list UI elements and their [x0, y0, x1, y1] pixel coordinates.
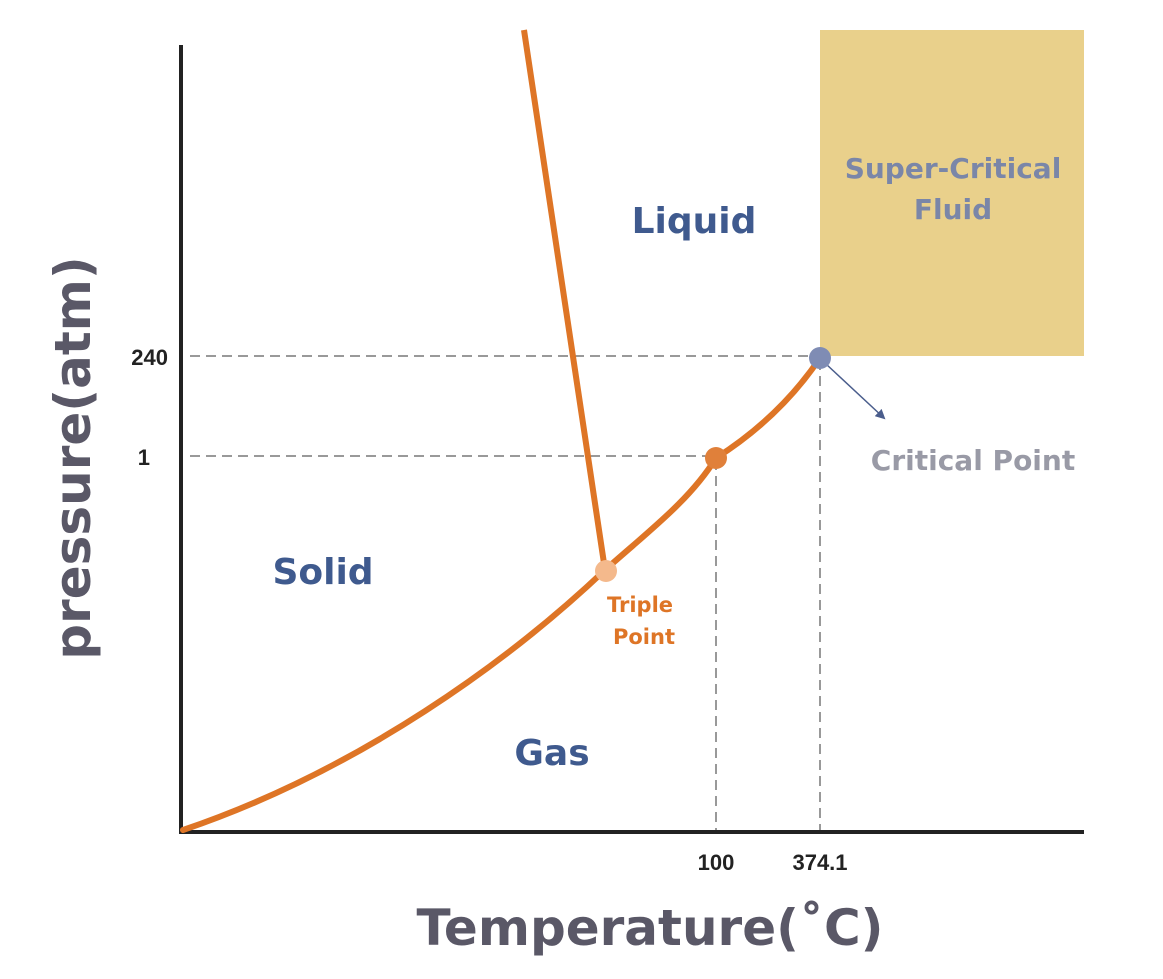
- triple-point-label-line2: Point: [613, 625, 675, 649]
- supercritical-label-line2: Fluid: [914, 193, 992, 226]
- solid-label: Solid: [272, 552, 373, 593]
- supercritical-region: [820, 30, 1084, 356]
- critical-point-dot: [809, 347, 831, 369]
- solid-liquid-boundary: [521, 29, 608, 571]
- x-tick-100: 100: [698, 850, 735, 875]
- x-axis-title: Temperature(˚C): [416, 899, 883, 957]
- y-tick-1: 1: [138, 445, 150, 470]
- supercritical-label-line1: Super-Critical: [845, 152, 1062, 185]
- critical-point-label: Critical Point: [871, 444, 1075, 477]
- triple-point-label-line1: Triple: [607, 593, 673, 617]
- guide-lines: [190, 355, 821, 832]
- y-tick-240: 240: [131, 345, 168, 370]
- x-tick-374: 374.1: [792, 850, 847, 875]
- triple-point-dot: [595, 560, 617, 582]
- boiling-point-dot: [705, 447, 727, 469]
- liquid-label: Liquid: [632, 201, 757, 242]
- y-axis-title: pressure(atm): [44, 256, 102, 660]
- critical-point-arrow: [825, 363, 886, 420]
- liquid-gas-boundary: [180, 355, 823, 833]
- gas-label: Gas: [514, 733, 589, 774]
